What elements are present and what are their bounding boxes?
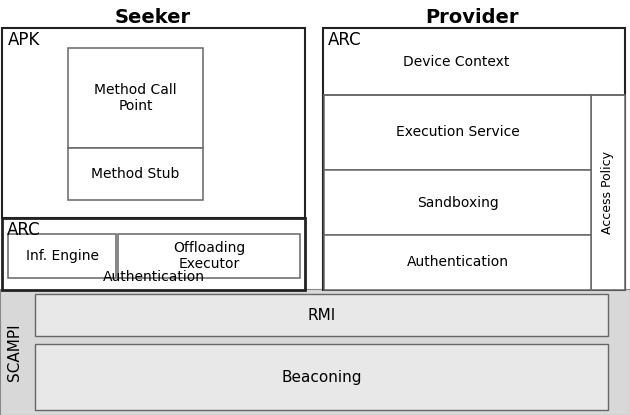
Text: Sandboxing: Sandboxing [416,195,498,210]
Text: Method Call
Point: Method Call Point [94,83,177,113]
Text: Provider: Provider [425,8,518,27]
Text: APK: APK [8,31,40,49]
Bar [324,95,591,170]
Text: Seeker: Seeker [115,8,191,27]
Text: Authentication: Authentication [406,256,508,269]
Text: RMI: RMI [307,308,336,322]
Text: Method Stub: Method Stub [91,167,180,181]
Bar [35,294,608,336]
Text: ARC: ARC [328,31,362,49]
Text: Offloading
Executor: Offloading Executor [173,241,245,271]
Bar [68,48,203,148]
Text: Device Context: Device Context [403,54,510,68]
Bar [324,235,591,290]
Text: Access Policy: Access Policy [602,151,614,234]
Text: ARC: ARC [7,221,41,239]
Text: Inf. Engine: Inf. Engine [25,249,98,263]
Bar [35,344,608,410]
Text: Execution Service: Execution Service [396,125,519,139]
Text: Beaconing: Beaconing [281,369,362,385]
Bar [8,234,116,278]
Bar [591,95,625,290]
Bar [68,148,203,200]
Bar [0,289,630,415]
Text: SCAMPI: SCAMPI [6,323,21,381]
Bar [323,28,625,290]
Bar [2,218,305,290]
Text: Authentication: Authentication [103,270,205,284]
Bar [324,170,591,235]
Bar [2,28,305,218]
Bar [118,234,300,278]
